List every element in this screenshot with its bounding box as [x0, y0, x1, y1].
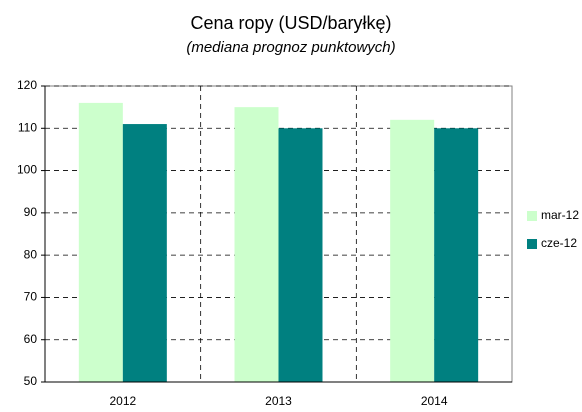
y-tick-label: 50 — [24, 374, 38, 388]
x-tick-label: 2013 — [265, 394, 292, 408]
legend-swatch — [527, 211, 537, 221]
x-tick-label: 2014 — [421, 394, 448, 408]
chart-title: Cena ropy (USD/baryłkę) — [190, 13, 391, 33]
legend-label: cze-12 — [541, 236, 577, 250]
bar — [122, 124, 167, 383]
bar — [78, 102, 123, 383]
y-tick-label: 80 — [24, 247, 38, 261]
chart-subtitle: (mediana prognoz punktowych) — [186, 39, 395, 56]
legend-swatch — [527, 239, 537, 249]
bar — [278, 128, 323, 382]
x-tick-label: 2012 — [109, 394, 136, 408]
y-tick-label: 120 — [17, 78, 37, 92]
bar — [234, 107, 279, 383]
bar — [390, 119, 435, 382]
y-tick-label: 110 — [18, 120, 37, 134]
y-tick-label: 90 — [24, 205, 38, 219]
y-tick-label: 100 — [17, 163, 37, 177]
legend-label: mar-12 — [541, 208, 579, 222]
y-tick-label: 60 — [24, 332, 38, 346]
bar — [434, 128, 479, 382]
y-tick-label: 70 — [24, 290, 38, 304]
